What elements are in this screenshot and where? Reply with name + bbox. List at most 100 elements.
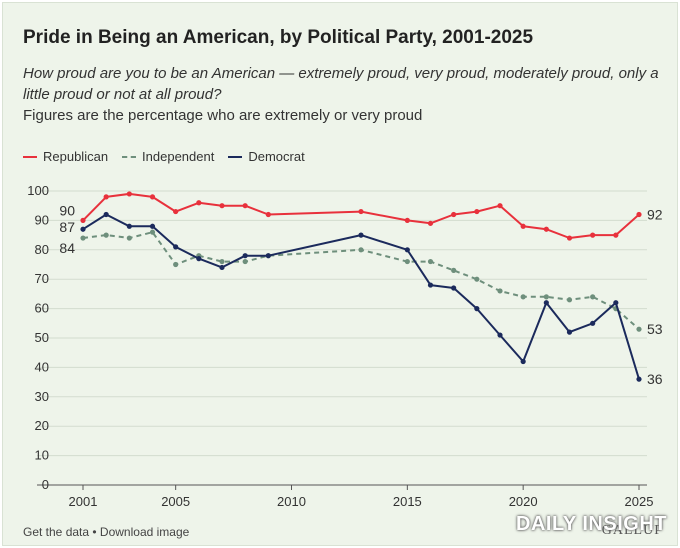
x-tick-label-2025: 2025 (625, 494, 654, 509)
start-label-independent: 84 (59, 240, 75, 256)
chart-subtitle: How proud are you to be an American — ex… (23, 65, 659, 103)
chart-title: Pride in Being an American, by Political… (23, 27, 534, 48)
x-tick-label-2020: 2020 (509, 494, 538, 509)
legend-label-democrat: Democrat (248, 149, 305, 164)
legend-item-republican: Republican (23, 149, 108, 164)
data-point-republican-2020 (520, 223, 526, 229)
series-line-democrat (82, 213, 640, 380)
y-tick-label-20: 20 (35, 418, 49, 433)
y-tick-label-100: 100 (27, 183, 49, 198)
data-point-independent-2015 (404, 258, 410, 265)
legend-swatch-democrat (228, 155, 243, 158)
data-point-republican-2024 (613, 232, 619, 238)
data-point-republican-2003 (126, 191, 132, 197)
data-point-republican-2023 (590, 232, 596, 238)
data-point-republican-2007 (219, 203, 225, 209)
data-point-republican-2004 (149, 194, 156, 200)
data-point-democrat-2024 (613, 300, 619, 306)
data-point-independent-2018 (474, 276, 480, 282)
start-label-democrat: 87 (59, 219, 75, 235)
data-point-democrat-2025 (636, 376, 642, 382)
data-point-republican-2025 (636, 211, 642, 218)
data-point-independent-2016 (427, 258, 434, 265)
data-point-democrat-2015 (404, 247, 410, 253)
data-point-independent-2023 (590, 294, 596, 300)
y-tick-label-0: 0 (42, 477, 49, 492)
data-point-democrat-2019 (497, 332, 503, 338)
data-point-democrat-2007 (219, 264, 225, 271)
data-point-independent-2022 (566, 297, 573, 303)
data-point-republican-2017 (451, 211, 457, 218)
end-label-democrat: 36 (647, 371, 663, 387)
data-point-democrat-2021 (543, 300, 549, 306)
y-tick-label-40: 40 (35, 359, 49, 374)
legend-label-independent: Independent (142, 149, 215, 164)
data-point-independent-2003 (126, 235, 132, 241)
data-point-independent-2019 (497, 288, 503, 294)
data-point-republican-2009 (265, 211, 271, 218)
download-image-link[interactable]: Download image (99, 525, 190, 539)
data-point-republican-2001 (80, 217, 86, 223)
x-tick-label-2015: 2015 (393, 494, 422, 509)
data-point-republican-2013 (358, 208, 364, 215)
get-data-link[interactable]: Get the data (23, 525, 90, 539)
line-chart: 0 10 20 30 40 50 60 70 80 90 100 2001 2005 2010 2015 20… (27, 183, 663, 509)
series-line-republican (82, 192, 640, 239)
publisher-logo: GALLUP (601, 523, 663, 538)
legend-label-republican: Republican (43, 149, 109, 164)
data-point-republican-2008 (242, 203, 248, 209)
data-point-democrat-2013 (358, 232, 364, 238)
data-point-democrat-2017 (451, 285, 457, 291)
start-label-republican: 90 (59, 202, 75, 218)
daily-insight-watermark: DAILY INSIGHT (516, 513, 667, 535)
data-point-republican-2005 (173, 208, 179, 215)
data-point-republican-2015 (404, 217, 410, 223)
data-point-independent-2004 (149, 229, 156, 235)
data-point-independent-2021 (543, 294, 549, 300)
legend-item-democrat: Democrat (228, 149, 305, 164)
data-point-independent-2007 (219, 258, 225, 265)
data-point-democrat-2020 (520, 358, 526, 365)
data-point-independent-2001 (80, 235, 86, 241)
data-point-independent-2013 (358, 247, 364, 253)
data-point-independent-2005 (173, 261, 179, 268)
data-point-democrat-2016 (427, 282, 434, 288)
data-point-republican-2021 (543, 226, 549, 232)
end-label-independent: 53 (647, 321, 663, 337)
y-tick-label-10: 10 (35, 448, 49, 463)
end-label-republican: 92 (647, 207, 663, 223)
y-tick-label-90: 90 (35, 212, 49, 227)
data-point-democrat-2005 (173, 244, 179, 250)
y-tick-label-60: 60 (35, 301, 49, 316)
chart-note: Figures are the percentage who are extre… (23, 107, 423, 124)
data-point-independent-2008 (242, 258, 248, 265)
chart-footer: Get the data • Download image (23, 525, 189, 539)
data-point-democrat-2008 (242, 253, 248, 259)
data-point-democrat-2003 (126, 223, 132, 229)
y-tick-label-30: 30 (35, 389, 49, 404)
data-point-republican-2019 (497, 203, 503, 209)
legend-item-independent: Independent (122, 149, 214, 164)
data-point-republican-2018 (474, 208, 480, 215)
data-point-democrat-2022 (566, 329, 573, 335)
data-point-democrat-2006 (196, 256, 202, 262)
data-point-independent-2017 (451, 267, 457, 273)
legend-swatch-independent (122, 155, 137, 158)
data-point-democrat-2004 (149, 223, 156, 229)
x-tick-label-2010: 2010 (277, 494, 306, 509)
y-tick-label-80: 80 (35, 242, 49, 257)
data-point-independent-2025 (636, 326, 642, 332)
data-point-republican-2006 (196, 200, 202, 206)
footer-separator: • (89, 525, 100, 539)
data-point-republican-2002 (103, 194, 109, 200)
data-point-independent-2002 (103, 232, 109, 238)
data-point-democrat-2001 (80, 226, 86, 232)
x-tick-label-2005: 2005 (161, 494, 190, 509)
y-tick-label-50: 50 (35, 330, 49, 345)
data-point-republican-2016 (427, 220, 434, 226)
data-point-republican-2022 (566, 235, 573, 241)
data-point-democrat-2018 (474, 306, 480, 312)
data-point-democrat-2023 (590, 320, 596, 326)
y-tick-label-70: 70 (35, 271, 49, 286)
